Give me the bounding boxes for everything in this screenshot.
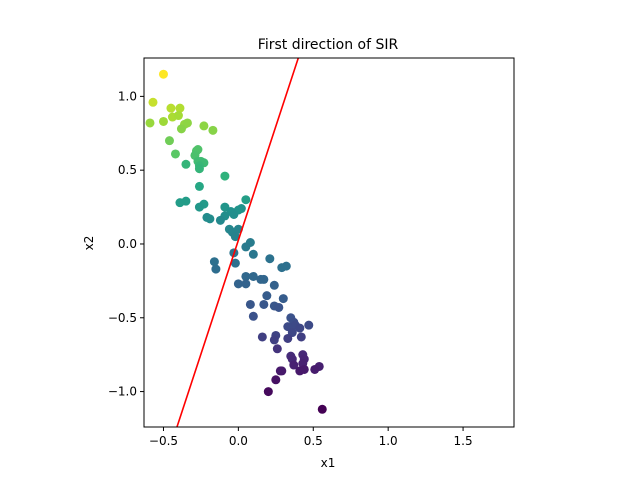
data-point bbox=[215, 215, 225, 225]
data-point bbox=[241, 242, 251, 252]
data-point bbox=[211, 264, 221, 274]
y-tick-label: −1.0 bbox=[108, 385, 137, 399]
data-point bbox=[230, 232, 240, 242]
chart-title: First direction of SIR bbox=[258, 37, 399, 53]
data-point bbox=[275, 366, 285, 376]
data-point bbox=[248, 249, 258, 259]
y-tick-label: 0.0 bbox=[118, 237, 137, 251]
plot-frame bbox=[143, 57, 515, 428]
y-tick-label: 1.0 bbox=[118, 89, 137, 103]
data-point bbox=[295, 323, 305, 333]
data-point bbox=[259, 299, 269, 309]
data-point bbox=[241, 279, 251, 289]
sir-direction-line bbox=[176, 58, 300, 427]
data-point bbox=[269, 280, 279, 290]
data-point bbox=[262, 291, 272, 301]
data-point bbox=[176, 124, 186, 134]
data-point bbox=[166, 103, 176, 113]
direction-line-layer bbox=[176, 58, 300, 427]
data-point bbox=[230, 258, 240, 268]
data-point bbox=[158, 69, 168, 79]
data-point bbox=[271, 375, 281, 385]
x-tick-label: 0.5 bbox=[304, 434, 323, 448]
data-point bbox=[304, 320, 314, 330]
data-point bbox=[299, 364, 309, 374]
data-point bbox=[283, 333, 293, 343]
data-point bbox=[241, 271, 251, 281]
data-point bbox=[182, 118, 192, 128]
data-point bbox=[248, 271, 258, 281]
data-point bbox=[265, 254, 275, 264]
data-point bbox=[173, 111, 183, 121]
data-point bbox=[164, 136, 174, 146]
data-point bbox=[281, 261, 291, 271]
data-point bbox=[194, 202, 204, 212]
data-point bbox=[278, 294, 288, 304]
x-tick-label: 1.0 bbox=[379, 434, 398, 448]
data-point bbox=[208, 125, 218, 135]
data-point bbox=[194, 181, 204, 191]
data-point bbox=[274, 302, 284, 312]
data-point bbox=[194, 164, 204, 174]
data-point bbox=[263, 387, 273, 397]
data-point bbox=[181, 159, 191, 169]
data-point bbox=[257, 332, 267, 342]
data-point bbox=[269, 335, 279, 345]
y-tick-label: −0.5 bbox=[108, 311, 137, 325]
y-axis-ticks: −1.0 −0.5 0.0 0.5 1.0 bbox=[108, 89, 144, 399]
data-point bbox=[272, 344, 282, 354]
y-tick-label: 0.5 bbox=[118, 163, 137, 177]
plot-area bbox=[144, 58, 514, 427]
data-point bbox=[317, 404, 327, 414]
data-point bbox=[233, 279, 243, 289]
x-tick-label: 1.5 bbox=[454, 434, 473, 448]
x-axis-label: x1 bbox=[321, 456, 336, 470]
data-point bbox=[205, 214, 215, 224]
data-point bbox=[175, 198, 185, 208]
x-tick-label: −0.5 bbox=[149, 434, 178, 448]
data-point bbox=[199, 121, 209, 131]
data-point bbox=[296, 332, 306, 342]
data-point bbox=[145, 118, 155, 128]
data-point bbox=[259, 274, 269, 284]
data-point bbox=[310, 364, 320, 374]
data-point bbox=[158, 116, 168, 126]
x-tick-label: 0.0 bbox=[229, 434, 248, 448]
data-point bbox=[175, 103, 185, 113]
data-point bbox=[289, 360, 299, 370]
data-point bbox=[148, 97, 158, 107]
data-point bbox=[170, 149, 180, 159]
data-point bbox=[241, 195, 251, 205]
data-point bbox=[209, 257, 219, 267]
data-point bbox=[248, 311, 258, 321]
data-point bbox=[229, 209, 239, 219]
data-point bbox=[245, 299, 255, 309]
y-axis-label: x2 bbox=[82, 236, 96, 251]
x-axis-ticks: −0.5 0.0 0.5 1.0 1.5 bbox=[149, 427, 473, 448]
data-point bbox=[220, 171, 230, 181]
